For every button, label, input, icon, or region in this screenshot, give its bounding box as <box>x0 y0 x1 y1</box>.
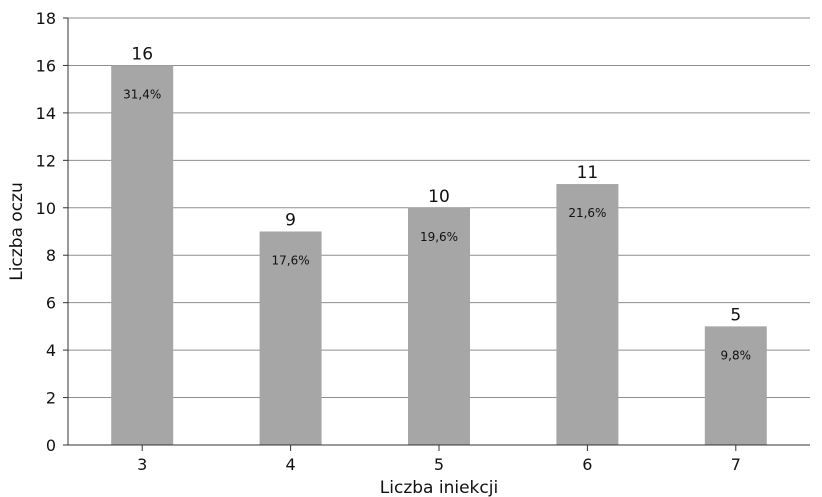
bars <box>111 65 767 446</box>
y-tick-label: 0 <box>46 436 56 455</box>
y-axis-title: Liczba oczu <box>7 182 27 281</box>
bar <box>408 207 470 445</box>
bar-value-label: 10 <box>428 187 450 207</box>
x-axis-title: Liczba iniekcji <box>380 478 498 497</box>
y-tick-label: 10 <box>36 199 56 218</box>
bar-percent-label: 31,4% <box>123 87 161 101</box>
bar <box>259 231 322 445</box>
x-tick-label: 7 <box>731 455 741 474</box>
y-tick-label: 4 <box>46 341 56 360</box>
x-tick-label: 5 <box>434 455 444 474</box>
y-tick-label: 6 <box>46 294 56 313</box>
axes <box>63 17 810 451</box>
bar-value-label: 11 <box>577 163 599 183</box>
y-tick-label: 12 <box>36 151 56 170</box>
x-tick-label: 3 <box>137 455 147 474</box>
bar-value-label: 9 <box>285 211 296 231</box>
bar-percent-label: 9,8% <box>721 348 752 362</box>
bar-percent-label: 21,6% <box>568 206 606 220</box>
x-tick-label: 4 <box>286 455 296 474</box>
y-tick-labels: 0 2 4 6 8 10 12 14 16 18 <box>36 9 56 455</box>
bar-value-label: 5 <box>730 305 741 325</box>
bar <box>704 326 767 445</box>
x-tick-labels: 3 4 5 6 7 <box>137 455 741 474</box>
bar-percent-label: 19,6% <box>420 230 458 244</box>
bar-labels: 16 31,4% 9 17,6% 10 19,6% 11 21,6% 5 9,8% <box>123 44 751 362</box>
bar-value-label: 16 <box>131 44 153 64</box>
bar-percent-label: 17,6% <box>272 254 310 268</box>
x-tick-label: 6 <box>582 455 592 474</box>
y-tick-label: 14 <box>36 104 56 123</box>
y-tick-label: 8 <box>46 246 56 265</box>
bar <box>111 65 174 445</box>
y-tick-label: 16 <box>36 56 56 75</box>
y-tick-label: 2 <box>46 389 56 408</box>
y-tick-label: 18 <box>36 9 56 28</box>
bar <box>556 184 619 446</box>
